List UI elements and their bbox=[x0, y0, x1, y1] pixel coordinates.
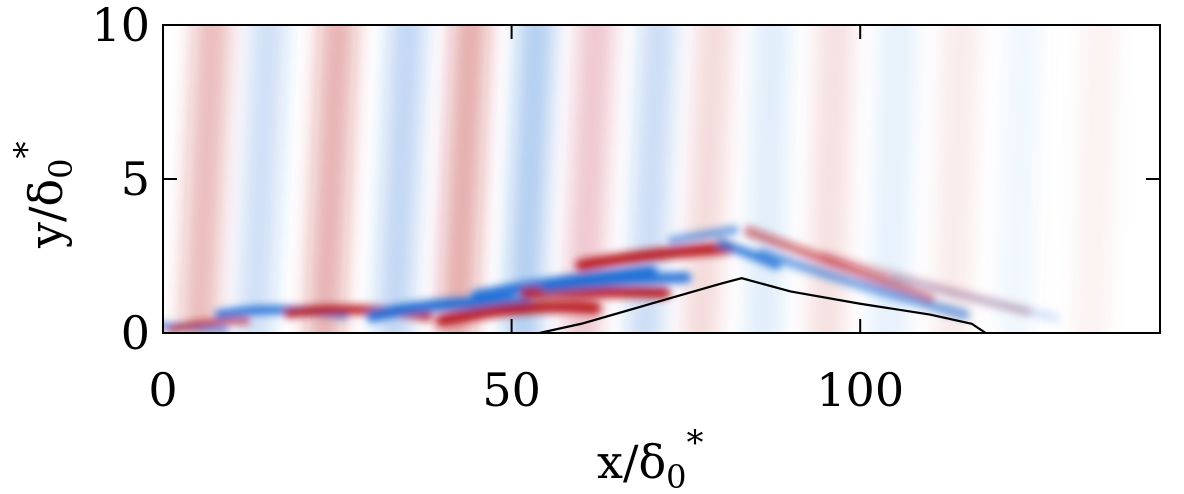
field-band bbox=[995, 25, 1042, 333]
field-streak bbox=[743, 226, 935, 305]
field-band bbox=[933, 25, 979, 333]
x-axis-label-sub: 0 bbox=[666, 458, 686, 494]
field-streak bbox=[435, 300, 602, 327]
near-wall-streaks bbox=[163, 225, 1060, 333]
x-tick-label: 0 bbox=[148, 363, 177, 417]
heatmap-field bbox=[163, 25, 1119, 333]
x-tick-label: 50 bbox=[482, 363, 541, 417]
field-band bbox=[236, 25, 287, 333]
x-axis-ticks: 0 50 100 bbox=[148, 25, 904, 417]
field-streak bbox=[757, 247, 970, 320]
y-tick-label: 10 bbox=[91, 0, 150, 52]
x-axis-label: x/δ0* bbox=[597, 423, 704, 494]
field-band bbox=[438, 25, 489, 333]
x-axis-label-main: x/δ bbox=[597, 435, 666, 489]
field-streak bbox=[520, 286, 671, 299]
y-tick-label: 5 bbox=[121, 152, 150, 206]
field-band bbox=[305, 25, 357, 333]
field-band bbox=[180, 25, 231, 333]
field-streak bbox=[716, 239, 782, 270]
wall-contour-line bbox=[539, 277, 987, 333]
y-axis-label-sub: 0 bbox=[42, 158, 80, 178]
field-streak bbox=[540, 272, 692, 293]
y-axis-label-sup: * bbox=[7, 141, 47, 158]
field-streak bbox=[166, 317, 251, 333]
field-band bbox=[504, 25, 555, 333]
field-band bbox=[870, 25, 917, 333]
y-axis-ticks: 0 5 10 bbox=[91, 0, 1160, 360]
field-band bbox=[375, 25, 426, 333]
x-axis-label-sup: * bbox=[687, 423, 704, 463]
field-streak bbox=[890, 273, 1060, 323]
field-streak bbox=[575, 242, 734, 272]
y-axis-label-main: y/δ bbox=[19, 179, 73, 249]
x-tick-label: 100 bbox=[816, 363, 904, 417]
field-streak bbox=[366, 296, 532, 323]
y-tick-label: 0 bbox=[121, 306, 150, 360]
y-axis-label: y/δ0* bbox=[7, 141, 80, 249]
field-band bbox=[1072, 25, 1119, 333]
field-streak bbox=[667, 225, 740, 246]
